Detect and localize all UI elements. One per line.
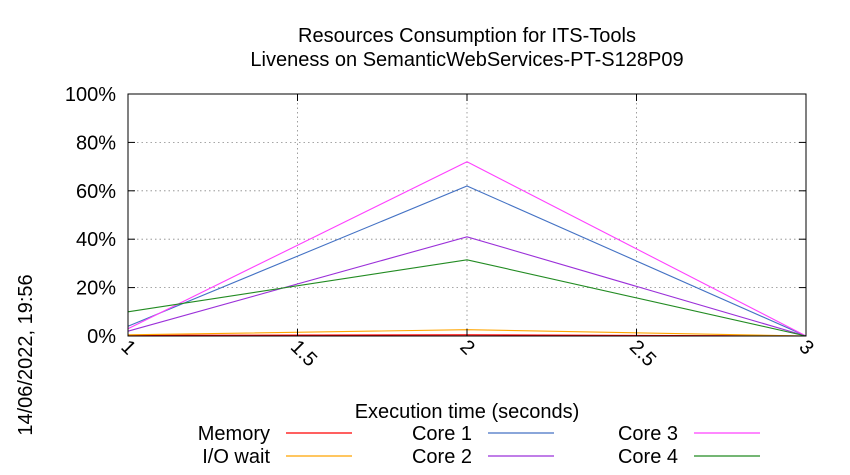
legend-label: Core 1 — [412, 423, 472, 445]
grid — [128, 94, 806, 336]
legend-label: Core 2 — [412, 446, 472, 468]
chart-title-line-2: Liveness on SemanticWebServices-PT-S128P… — [250, 49, 683, 71]
timestamp-label: 14/06/2022, 19:56 — [15, 274, 37, 435]
y-tick-label: 80% — [76, 132, 116, 154]
series-lines — [127, 161, 807, 337]
x-tick-label: 2 — [455, 336, 478, 359]
legend-label: Core 3 — [618, 423, 678, 445]
x-tick-label: 3 — [794, 336, 817, 359]
y-axis: 0% 20% 40% 60% 80% 100% — [65, 84, 806, 348]
x-tick-label: 1 — [116, 336, 139, 359]
series-line-core-4 — [127, 259, 807, 337]
legend-label: Memory — [198, 423, 270, 445]
y-tick-label: 0% — [87, 326, 116, 348]
x-tick-label: 2.5 — [625, 336, 660, 371]
x-axis-label: Execution time (seconds) — [355, 401, 580, 423]
series-line-core-2 — [127, 236, 807, 337]
legend-label: Core 4 — [618, 446, 678, 468]
y-tick-label: 100% — [65, 84, 116, 106]
series-line-core-3 — [127, 161, 807, 337]
chart-title-line-1: Resources Consumption for ITS-Tools — [298, 25, 636, 47]
series-line-core-1 — [127, 185, 807, 337]
y-tick-label: 40% — [76, 229, 116, 251]
y-tick-label: 20% — [76, 278, 116, 300]
y-tick-label: 60% — [76, 181, 116, 203]
x-tick-label: 1.5 — [286, 336, 321, 371]
legend-label: I/O wait — [202, 446, 270, 468]
